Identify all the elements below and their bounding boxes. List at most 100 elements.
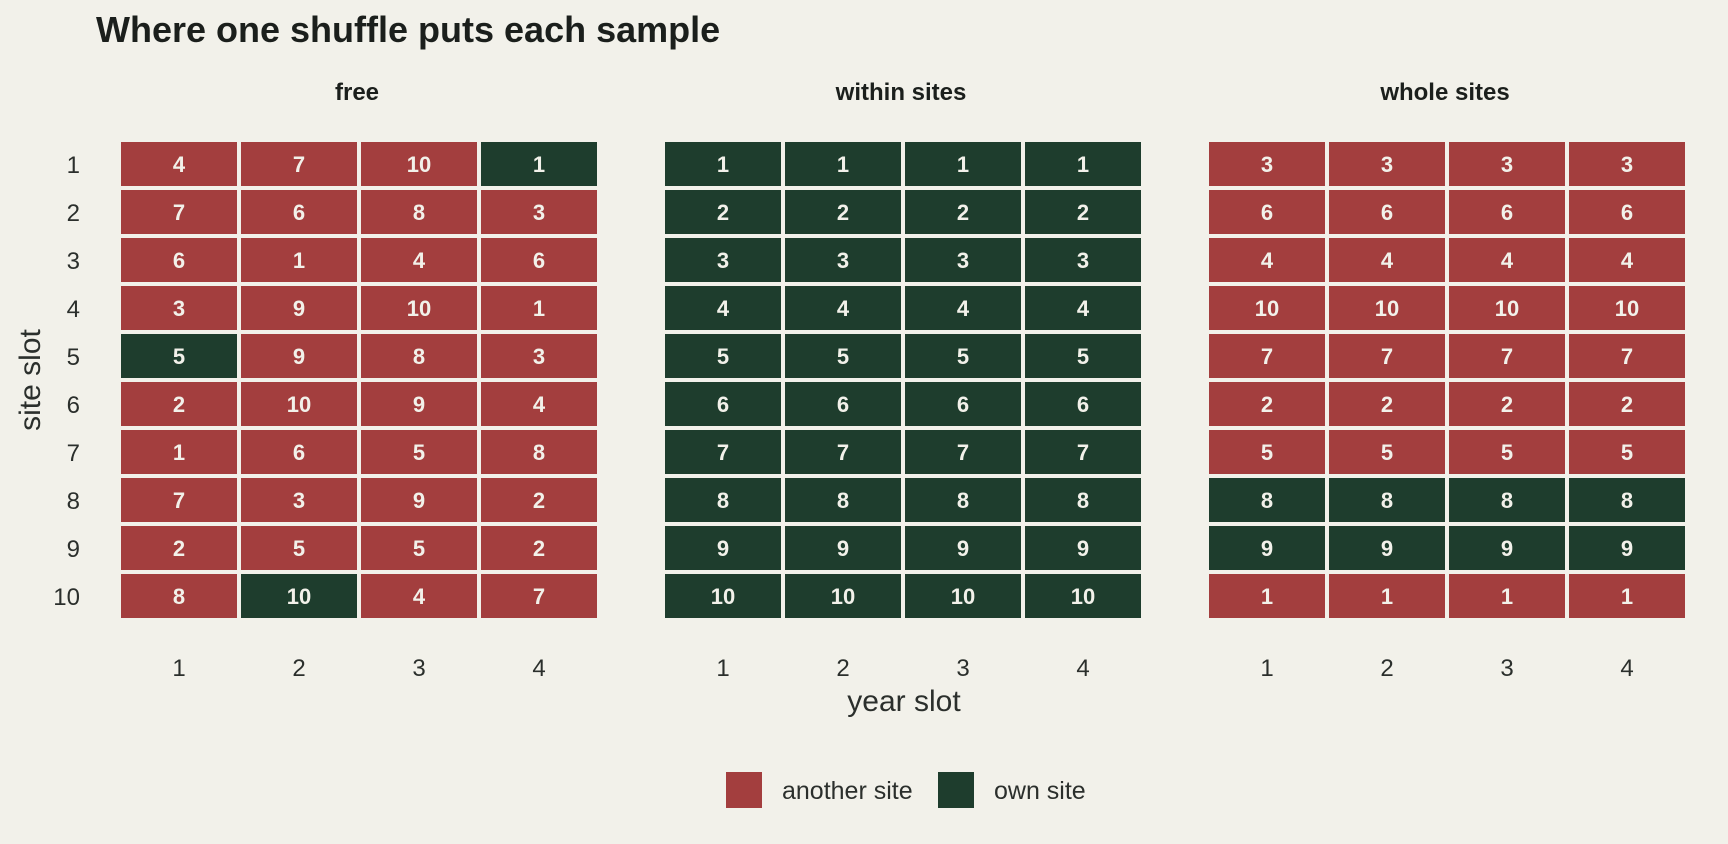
cell-label: 5 <box>1621 440 1633 465</box>
heatmap-cell <box>905 142 1021 186</box>
heatmap-cell <box>481 286 597 330</box>
y-tick-label: 7 <box>67 440 80 467</box>
heatmap-cell <box>1329 334 1445 378</box>
heatmap-cell <box>905 334 1021 378</box>
cell-label: 9 <box>837 536 849 561</box>
cell-label: 6 <box>1077 392 1089 417</box>
cell-label: 7 <box>957 440 969 465</box>
heatmap-cell <box>361 430 477 474</box>
panel-free: free 4 7 10 1 7 6 8 3 6 1 4 6 3 9 10 1 5 9 8 3 2 10 9 4 1 6 5 8 7 3 9 2 2… <box>121 79 597 682</box>
heatmap-cell <box>665 142 781 186</box>
heatmap-cell <box>905 526 1021 570</box>
cell-label: 9 <box>717 536 729 561</box>
cell-label: 1 <box>957 152 969 177</box>
heatmap-cell <box>1209 574 1325 618</box>
heatmap-cell <box>481 478 597 522</box>
heatmap-cell <box>241 190 357 234</box>
heatmap-cell <box>121 334 237 378</box>
cell-label: 1 <box>533 152 545 177</box>
cell-label: 8 <box>1621 488 1633 513</box>
cell-label: 5 <box>1501 440 1513 465</box>
cell-label: 7 <box>1381 344 1393 369</box>
heatmap-cell <box>1209 334 1325 378</box>
heatmap-cell <box>1025 286 1141 330</box>
cell-label: 4 <box>1621 248 1634 273</box>
y-tick-label: 9 <box>67 536 80 563</box>
heatmap-cell <box>1569 190 1685 234</box>
heatmap-cell <box>241 526 357 570</box>
cell-label: 3 <box>1501 152 1513 177</box>
heatmap-cell <box>1449 478 1565 522</box>
y-tick-label: 6 <box>67 392 80 419</box>
heatmap-cell <box>1329 430 1445 474</box>
chart-title: Where one shuffle puts each sample <box>96 9 720 50</box>
legend-swatch <box>726 772 762 808</box>
heatmap-cell <box>481 334 597 378</box>
cell-label: 1 <box>717 152 729 177</box>
heatmap-cell <box>785 190 901 234</box>
cell-label: 2 <box>173 392 185 417</box>
cell-label: 8 <box>413 344 425 369</box>
cell-label: 10 <box>1615 296 1639 321</box>
heatmap-cell <box>1025 382 1141 426</box>
cell-label: 6 <box>717 392 729 417</box>
y-tick-label: 5 <box>67 344 80 371</box>
y-tick-label: 3 <box>67 248 80 275</box>
heatmap-cell <box>1025 238 1141 282</box>
heatmap-cell <box>481 190 597 234</box>
cell-label: 1 <box>1621 584 1633 609</box>
heatmap-cell <box>905 478 1021 522</box>
cell-label: 7 <box>1501 344 1513 369</box>
heatmap-cell <box>1025 334 1141 378</box>
cell-label: 8 <box>717 488 729 513</box>
heatmap-cell <box>1449 142 1565 186</box>
cell-label: 3 <box>173 296 185 321</box>
cell-label: 7 <box>293 152 305 177</box>
heatmap-cell <box>665 430 781 474</box>
heatmap-cell <box>121 478 237 522</box>
cell-label: 2 <box>1621 392 1633 417</box>
heatmap-cell <box>241 142 357 186</box>
panel-within-sites: within sites 1 1 1 1 2 2 2 2 3 3 3 3 4 4 4 4 5 5 5 5 6 6 6 6 7 7 7 7… <box>665 79 1141 682</box>
cell-label: 3 <box>1381 152 1393 177</box>
heatmap-cell <box>665 190 781 234</box>
heatmap-cell <box>1025 190 1141 234</box>
heatmap-cell <box>785 142 901 186</box>
heatmap-cell <box>1449 334 1565 378</box>
cell-label: 9 <box>1501 536 1513 561</box>
cell-label: 6 <box>1261 200 1273 225</box>
heatmap-cell <box>665 286 781 330</box>
y-axis-ticks: 1 2 3 4 5 6 7 8 9 10 <box>53 152 80 611</box>
heatmap-cell <box>1449 190 1565 234</box>
cell-label: 2 <box>1261 392 1273 417</box>
cell-label: 2 <box>533 488 545 513</box>
heatmap-cell <box>361 238 477 282</box>
heatmap-cell <box>1449 286 1565 330</box>
cell-label: 8 <box>173 584 185 609</box>
heatmap-cell <box>361 478 477 522</box>
heatmap-cell <box>1025 142 1141 186</box>
heatmap-cell <box>121 382 237 426</box>
cell-label: 1 <box>533 296 545 321</box>
cell-label: 1 <box>837 152 849 177</box>
legend-label: own site <box>994 777 1086 805</box>
y-tick-label: 2 <box>67 200 80 227</box>
cell-label: 3 <box>1261 152 1273 177</box>
cell-label: 8 <box>1501 488 1513 513</box>
cell-label: 6 <box>533 248 545 273</box>
x-tick-label: 3 <box>1500 655 1513 682</box>
heatmap-cell <box>905 574 1021 618</box>
cell-label: 10 <box>831 584 855 609</box>
heatmap-cell <box>361 286 477 330</box>
cell-label: 3 <box>957 248 969 273</box>
heatmap-cell <box>121 190 237 234</box>
heatmap-cell <box>785 238 901 282</box>
cell-label: 8 <box>837 488 849 513</box>
cell-label: 4 <box>717 296 730 321</box>
cell-label: 7 <box>717 440 729 465</box>
legend-swatch <box>938 772 974 808</box>
heatmap-cell <box>361 382 477 426</box>
x-tick-label: 4 <box>1620 655 1633 682</box>
heatmap-cell <box>665 238 781 282</box>
cell-label: 4 <box>413 248 426 273</box>
